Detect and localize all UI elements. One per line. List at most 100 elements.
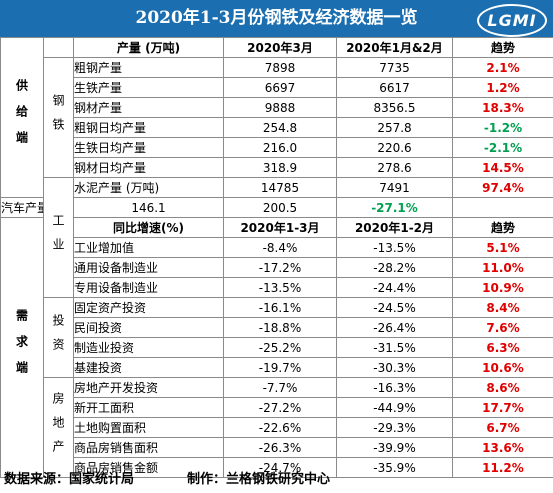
table-row: 民间投资 -18.8% -26.4% 7.6%	[1, 317, 553, 338]
row-trend: 13.6%	[452, 437, 553, 458]
header-col-trend: 趋势	[452, 217, 553, 238]
row-name: 基建投资	[73, 357, 224, 378]
row-value-previous: -28.2%	[336, 257, 453, 278]
table-row: 工业增加值 -8.4% -13.5% 5.1%	[1, 237, 553, 258]
row-value-current: 14785	[223, 177, 337, 198]
row-value-previous: 8356.5	[336, 97, 453, 118]
table-row: 粗钢日均产量 254.8 257.8 -1.2%	[1, 117, 553, 138]
header-col-item: 产量 (万吨)	[73, 37, 224, 58]
header-col-previous: 2020年1-2月	[336, 217, 453, 238]
row-value-current: 318.9	[223, 157, 337, 178]
row-value-previous: -26.4%	[336, 317, 453, 338]
row-value-current: 146.1	[73, 197, 224, 218]
table-row: 生铁产量 6697 6617 1.2%	[1, 77, 553, 98]
row-name: 制造业投资	[73, 337, 224, 358]
header-blank-cell	[43, 37, 74, 58]
row-name: 民间投资	[73, 317, 224, 338]
row-value-current: -25.2%	[223, 337, 337, 358]
row-name: 房地产开发投资	[73, 377, 224, 398]
table-row: 制造业投资 -25.2% -31.5% 6.3%	[1, 337, 553, 358]
table-row: 商品房销售面积 -26.3% -39.9% 13.6%	[1, 437, 553, 458]
row-value-previous: 220.6	[336, 137, 453, 158]
header-row-growth: 需求端 同比增速(%) 2020年1-3月 2020年1-2月 趋势	[0, 217, 553, 478]
group-steel: 钢铁	[43, 57, 74, 178]
row-trend: 11.0%	[452, 257, 553, 278]
row-value-previous: -44.9%	[336, 397, 453, 418]
group-real-estate: 房地产	[43, 377, 74, 478]
row-value-previous: -35.9%	[336, 457, 453, 478]
row-name: 固定资产投资	[73, 297, 224, 318]
row-trend: 97.4%	[452, 177, 553, 198]
row-name: 商品房销售面积	[73, 437, 224, 458]
row-name: 汽车产量 (万辆)	[0, 197, 44, 218]
row-value-previous: -13.5%	[336, 237, 453, 258]
table-row: 工业 水泥产量 (万吨) 14785 7491 97.4%	[1, 177, 553, 298]
row-value-previous: -24.5%	[336, 297, 453, 318]
row-value-previous: -30.3%	[336, 357, 453, 378]
row-value-previous: -16.3%	[336, 377, 453, 398]
header-col-current: 2020年1-3月	[223, 217, 337, 238]
row-trend: 7.6%	[452, 317, 553, 338]
header-col-item: 同比增速(%)	[73, 217, 224, 238]
group-industry: 工业	[43, 177, 74, 298]
row-value-current: -8.4%	[223, 237, 337, 258]
row-trend: 18.3%	[452, 97, 553, 118]
row-name: 生铁日均产量	[73, 137, 224, 158]
row-trend: 10.6%	[452, 357, 553, 378]
row-trend: -1.2%	[452, 117, 553, 138]
row-value-previous: 7491	[336, 177, 453, 198]
row-name: 钢材日均产量	[73, 157, 224, 178]
row-value-current: 254.8	[223, 117, 337, 138]
row-name: 商品房销售金额	[73, 457, 224, 478]
row-trend: 1.2%	[452, 77, 553, 98]
row-trend: 8.4%	[452, 297, 553, 318]
row-value-current: -26.3%	[223, 437, 337, 458]
row-value-previous: 7735	[336, 57, 453, 78]
table-row: 通用设备制造业 -17.2% -28.2% 11.0%	[1, 257, 553, 278]
header-row-production: 供给端 产量 (万吨) 2020年3月 2020年1月&2月 趋势	[0, 37, 553, 198]
row-name: 粗钢日均产量	[73, 117, 224, 138]
made-by: 制作：兰格钢铁研究中心	[187, 472, 331, 487]
row-trend: 10.9%	[452, 277, 553, 298]
row-name: 工业增加值	[73, 237, 224, 258]
row-name: 粗钢产量	[73, 57, 224, 78]
row-value-current: 216.0	[223, 137, 337, 158]
row-trend: 14.5%	[452, 157, 553, 178]
section-supply: 供给端	[0, 37, 44, 198]
group-investment: 投资	[43, 297, 74, 378]
header-col-trend: 趋势	[452, 37, 553, 58]
header-col-current: 2020年3月	[223, 37, 337, 58]
row-value-current: -17.2%	[223, 257, 337, 278]
row-trend: 6.7%	[452, 417, 553, 438]
row-value-current: -27.2%	[223, 397, 337, 418]
row-trend: 17.7%	[452, 397, 553, 418]
row-trend: 2.1%	[452, 57, 553, 78]
row-name: 新开工面积	[73, 397, 224, 418]
row-value-current: 9888	[223, 97, 337, 118]
row-value-current: 7898	[223, 57, 337, 78]
row-value-previous: 257.8	[336, 117, 453, 138]
row-value-previous: -29.3%	[336, 417, 453, 438]
row-value-current: -16.1%	[223, 297, 337, 318]
row-value-previous: -39.9%	[336, 437, 453, 458]
row-value-previous: -24.4%	[336, 277, 453, 298]
table-row: 新开工面积 -27.2% -44.9% 17.7%	[1, 397, 553, 418]
row-trend: 6.3%	[452, 337, 553, 358]
table-row: 商品房销售金额 -24.7% -35.9% 11.2%	[1, 457, 553, 478]
row-value-current: -22.6%	[223, 417, 337, 438]
table-row: 投资 固定资产投资 -16.1% -24.5% 8.4%	[1, 297, 553, 378]
row-value-current: -7.7%	[223, 377, 337, 398]
row-value-previous: 6617	[336, 77, 453, 98]
section-demand: 需求端	[0, 217, 44, 478]
table-row: 钢铁 粗钢产量 7898 7735 2.1%	[1, 57, 553, 178]
row-name: 土地购置面积	[73, 417, 224, 438]
row-value-previous: -31.5%	[336, 337, 453, 358]
lgmi-logo: LGMI	[477, 4, 547, 37]
table-row: 汽车产量 (万辆) 146.1 200.5 -27.1%	[0, 197, 553, 218]
data-table: 供给端 产量 (万吨) 2020年3月 2020年1月&2月 趋势 钢铁 粗钢产…	[0, 37, 553, 478]
row-trend: 8.6%	[452, 377, 553, 398]
row-name: 生铁产量	[73, 77, 224, 98]
row-name: 专用设备制造业	[73, 277, 224, 298]
table-row: 房地产 房地产开发投资 -7.7% -16.3% 8.6%	[1, 377, 553, 478]
table-row: 专用设备制造业 -13.5% -24.4% 10.9%	[1, 277, 553, 298]
